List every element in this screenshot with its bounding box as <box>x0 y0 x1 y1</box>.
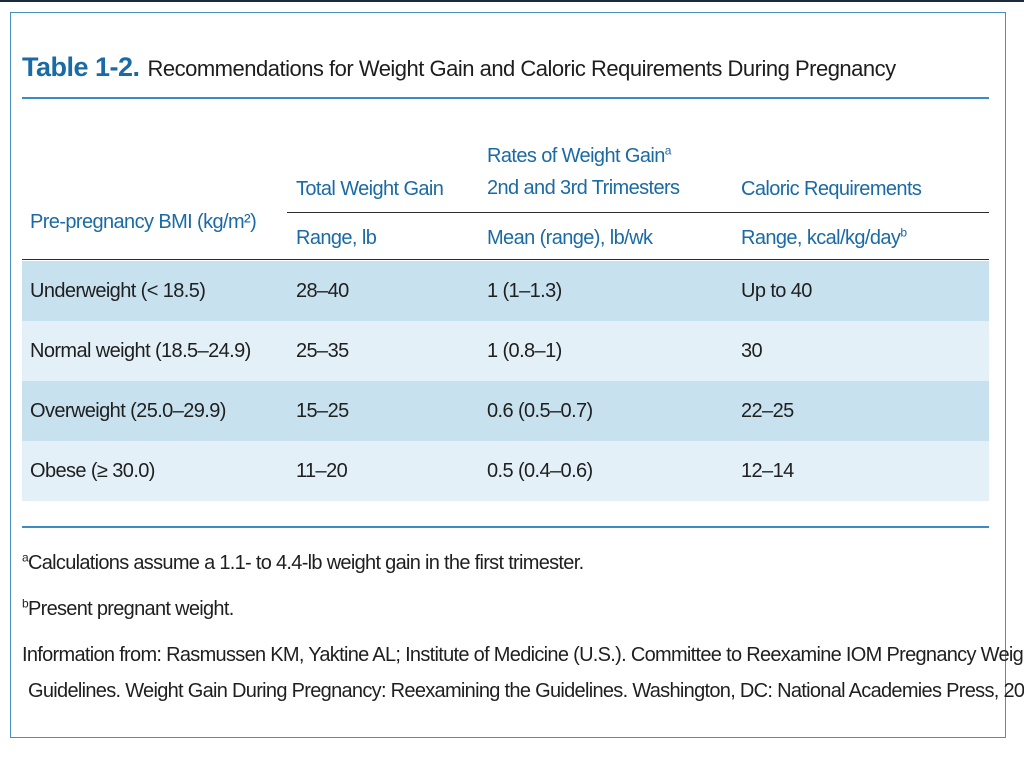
source-line-1: Information from: Rasmussen KM, Yaktine … <box>22 644 1024 666</box>
header-kcal-range: Range, kcal/kg/dayb <box>741 222 907 254</box>
cell-caloric: 22–25 <box>741 400 794 422</box>
cell-rate: 0.6 (0.5–0.7) <box>487 400 593 422</box>
cell-bmi: Normal weight (18.5–24.9) <box>30 340 251 362</box>
cell-total: 15–25 <box>296 400 349 422</box>
cell-caloric: 30 <box>741 340 763 362</box>
cell-total: 11–20 <box>296 460 348 482</box>
header-range-lb: Range, lb <box>296 227 377 249</box>
header-mean-range: Mean (range), lb/wk <box>487 227 653 249</box>
header-trimesters: 2nd and 3rd Trimesters <box>487 177 680 199</box>
footnote-b-marker: b <box>900 225 907 240</box>
top-border-line <box>0 0 1024 2</box>
table-title: Table 1-2. Recommendations for Weight Ga… <box>22 52 990 83</box>
cell-bmi: Overweight (25.0–29.9) <box>30 400 226 422</box>
footnote-b: bPresent pregnant weight. <box>22 596 234 621</box>
table-row: Obese (≥ 30.0) 11–20 0.5 (0.4–0.6) 12–14 <box>22 441 989 501</box>
cell-rate: 0.5 (0.4–0.6) <box>487 460 593 482</box>
footnote-a: aCalculations assume a 1.1- to 4.4-lb we… <box>22 550 584 575</box>
table-bottom-rule <box>22 526 989 528</box>
footnote-a-text: Calculations assume a 1.1- to 4.4-lb wei… <box>27 552 584 574</box>
footnote-a-mark: a <box>22 550 29 565</box>
cell-bmi: Underweight (< 18.5) <box>30 280 206 302</box>
cell-rate: 1 (1–1.3) <box>487 280 562 302</box>
source-line-2: Guidelines. Weight Gain During Pregnancy… <box>28 680 1024 702</box>
header-rates-text: Rates of Weight Gain <box>487 145 665 167</box>
footnote-b-mark: b <box>22 596 29 611</box>
header-bottom-rule <box>22 259 989 260</box>
header-caloric-requirements: Caloric Requirements <box>741 178 922 200</box>
table-caption: Recommendations for Weight Gain and Calo… <box>147 56 897 81</box>
header-total-weight-gain: Total Weight Gain <box>296 178 444 200</box>
title-divider <box>22 97 989 99</box>
header-rates-weight-gain: Rates of Weight Gaina <box>487 140 671 172</box>
cell-rate: 1 (0.8–1) <box>487 340 562 362</box>
cell-caloric: 12–14 <box>741 460 794 482</box>
table-row: Underweight (< 18.5) 28–40 1 (1–1.3) Up … <box>22 261 989 321</box>
table-frame <box>10 12 1006 738</box>
table-number: Table 1-2. <box>22 52 140 82</box>
cell-total: 25–35 <box>296 340 349 362</box>
cell-total: 28–40 <box>296 280 349 302</box>
header-subdivider <box>287 212 989 213</box>
cell-caloric: Up to 40 <box>741 280 812 302</box>
cell-bmi: Obese (≥ 30.0) <box>30 460 155 482</box>
header-kcal-text: Range, kcal/kg/day <box>741 227 901 249</box>
header-bmi: Pre-pregnancy BMI (kg/m²) <box>30 211 257 233</box>
table-row: Normal weight (18.5–24.9) 25–35 1 (0.8–1… <box>22 321 989 381</box>
footnote-b-text: Present pregnant weight. <box>27 598 234 620</box>
footnote-a-marker: a <box>664 143 672 158</box>
table-row: Overweight (25.0–29.9) 15–25 0.6 (0.5–0.… <box>22 381 989 441</box>
